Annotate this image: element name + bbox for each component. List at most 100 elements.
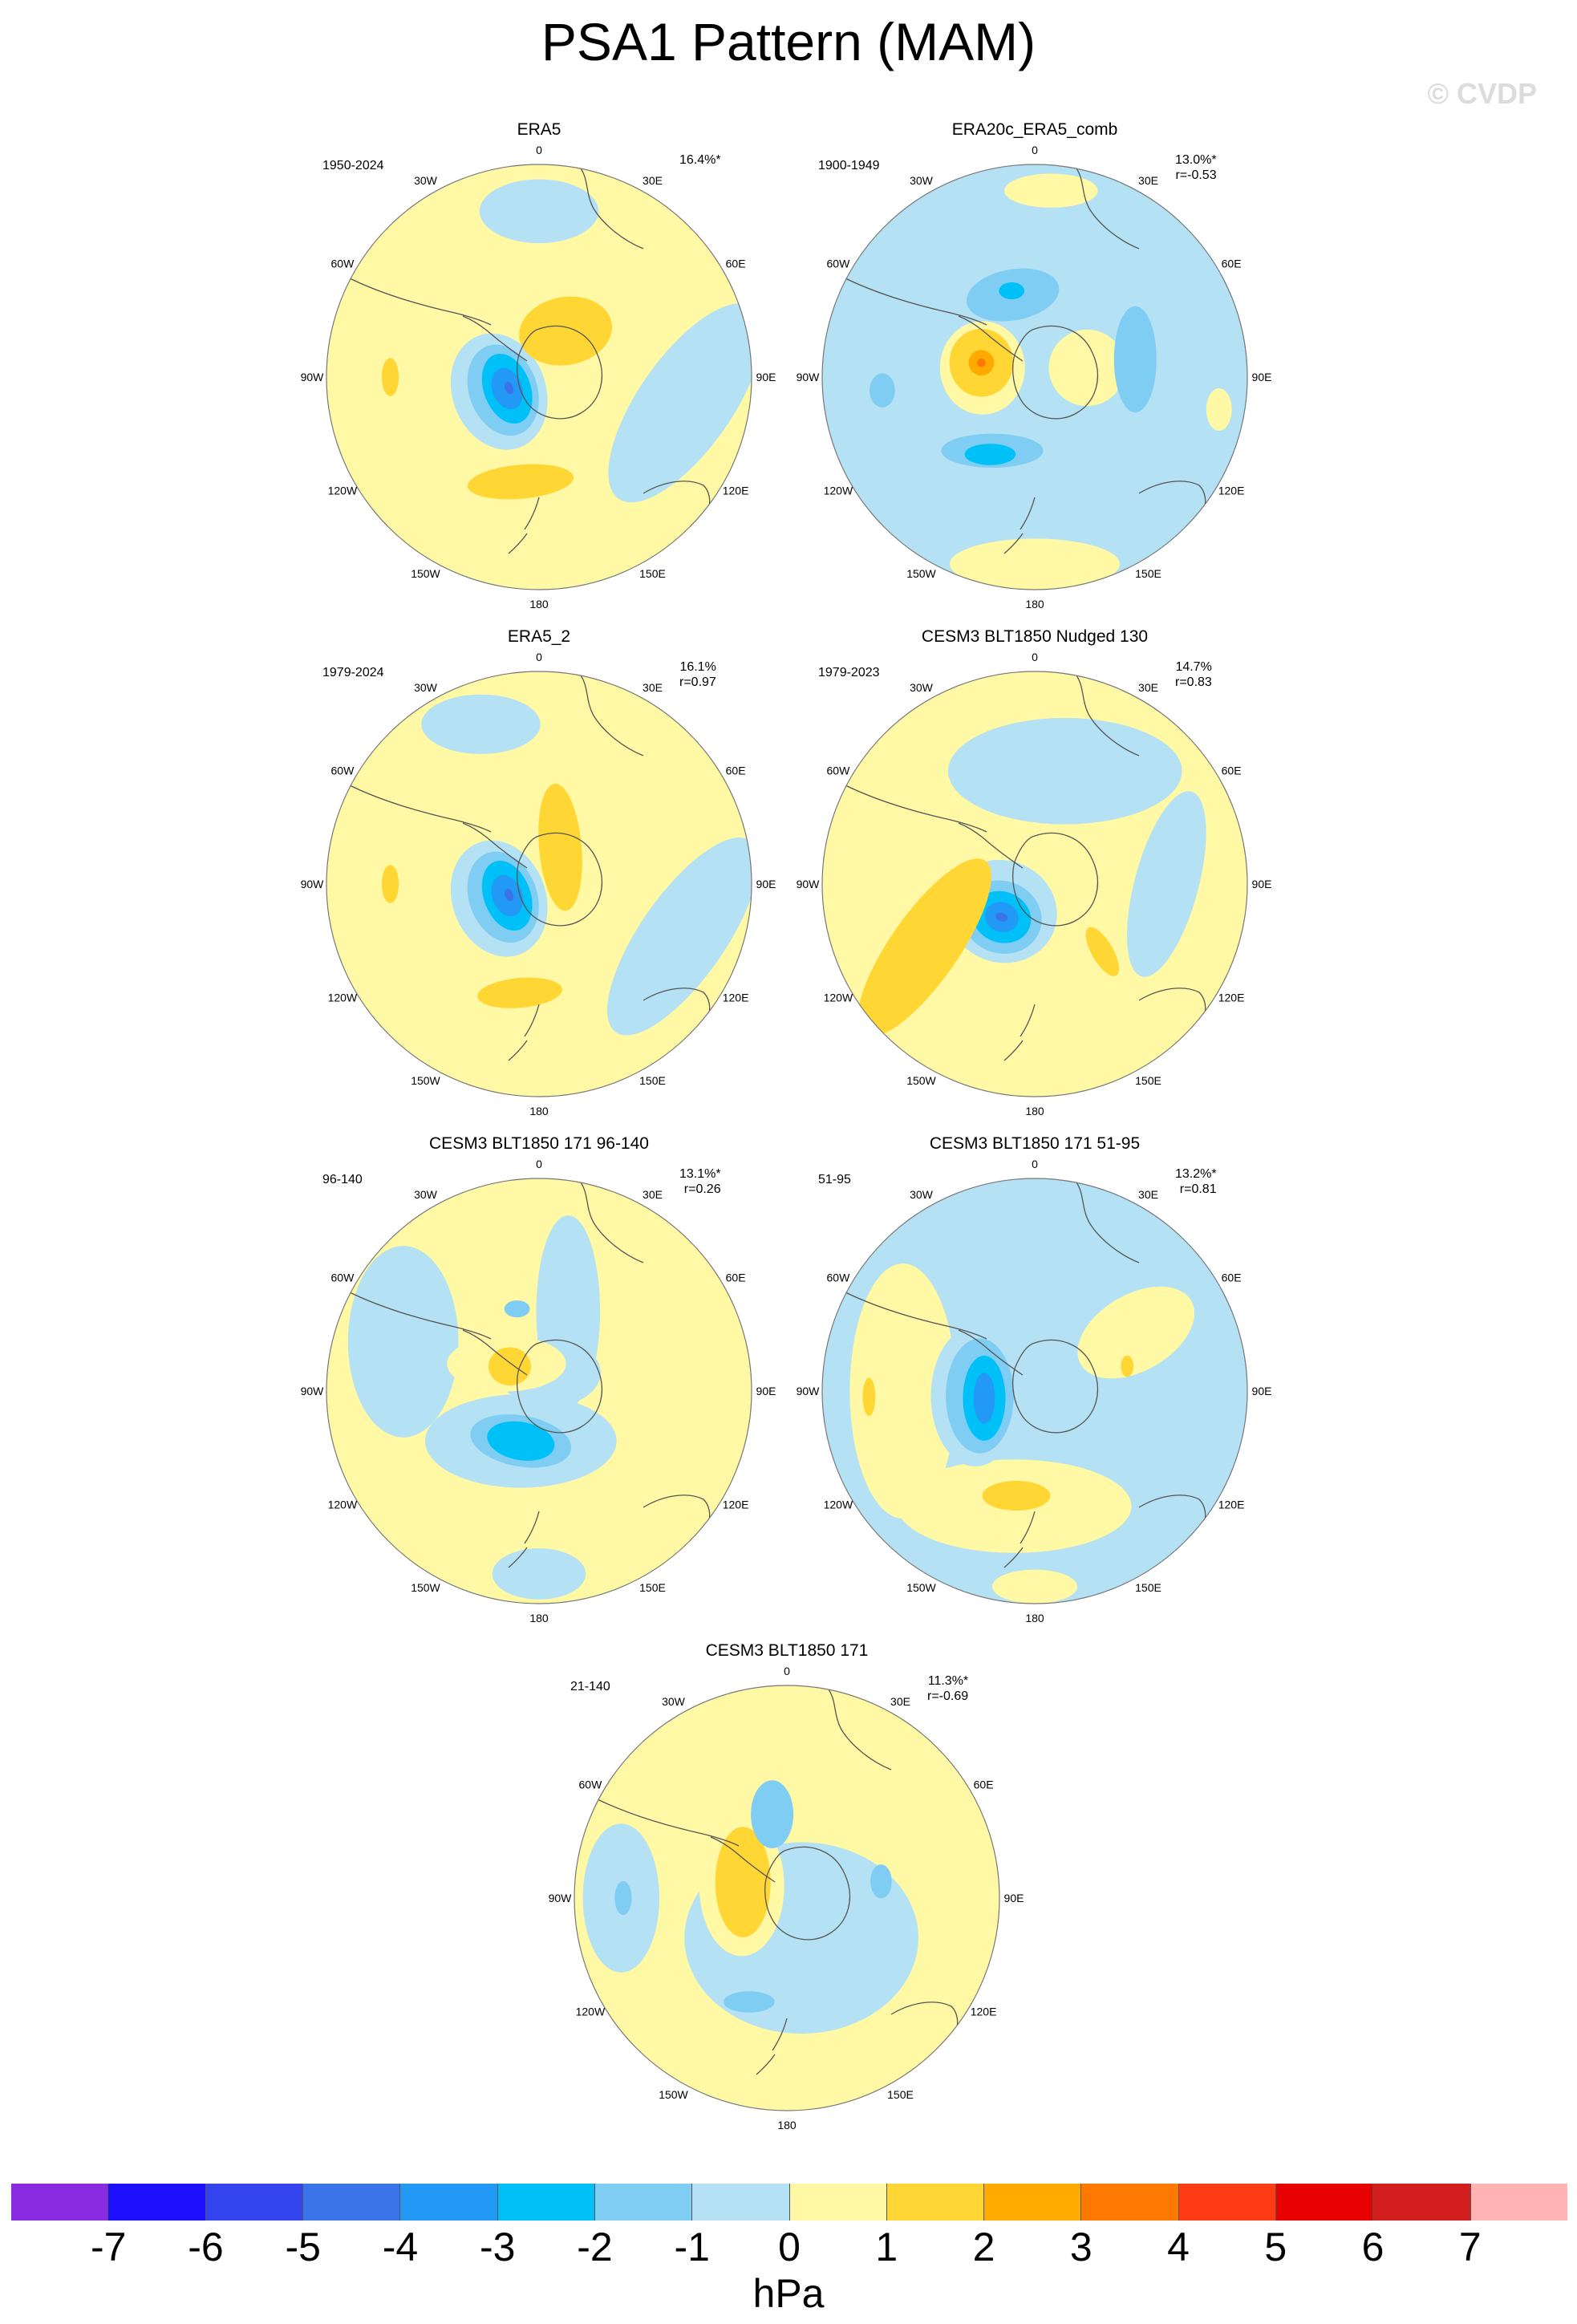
longitude-label: 150W: [411, 1581, 440, 1594]
longitude-label: 120W: [824, 1499, 853, 1511]
anomaly-contour: [487, 1421, 555, 1461]
longitude-label: 120E: [1218, 485, 1245, 497]
anomaly-contour: [857, 858, 991, 1037]
longitude-label: 60W: [331, 1272, 355, 1284]
anomaly-contour: [497, 1361, 515, 1383]
anomaly-contour: [538, 783, 582, 911]
watermark: © CVDP: [1427, 77, 1537, 110]
longitude-label: 0: [1032, 144, 1038, 156]
longitude-label: 90W: [301, 371, 325, 383]
longitude-label: 150E: [887, 2088, 914, 2101]
longitude-label: 180: [529, 1612, 549, 1624]
longitude-label: 30W: [414, 174, 438, 187]
panel-title: ERA5: [517, 120, 561, 139]
antarctic-peninsula-outline: [710, 1836, 776, 1883]
longitude-label: 150W: [411, 567, 440, 580]
panel-title: CESM3 BLT1850 171: [705, 1641, 869, 1660]
map-border: [326, 164, 752, 590]
panel-years: 51-95: [818, 1173, 851, 1186]
colorbar-tick-label: -1: [674, 2225, 710, 2269]
longitude-label: 180: [1025, 598, 1044, 610]
anomaly-contour: [504, 888, 514, 902]
colorbar: [11, 2184, 1567, 2221]
anomaly-contour: [964, 444, 1016, 465]
colorbar-tick-label: 6: [1361, 2225, 1384, 2269]
longitude-label: 120E: [723, 1499, 749, 1511]
longitude-label: 120E: [1218, 992, 1245, 1004]
longitude-label: 180: [1025, 1612, 1044, 1624]
map-panel: CESM3 BLT1850 171 51-95 51-95 13.2%* r=0.8…: [794, 1134, 1275, 1632]
map-border: [821, 671, 1248, 1097]
antarctica-outline: [1012, 1339, 1098, 1434]
longitude-label: 180: [777, 2119, 797, 2131]
longitude-label: 30W: [910, 1188, 934, 1201]
south-america-outline: [346, 276, 492, 326]
polar-map: 0 30E 60E 90E 120E 150E 180 150W 120W 90W 60W 30W: [797, 651, 1272, 1117]
colorbar-tick-label: 1: [875, 2225, 898, 2269]
anomaly-contour: [751, 1780, 794, 1848]
map-background: [822, 164, 1247, 590]
new-zealand-outline: [1003, 1004, 1036, 1061]
longitude-label: 150W: [906, 1581, 936, 1594]
longitude-label: 120W: [328, 485, 358, 497]
longitude-label: 120W: [576, 2006, 606, 2018]
panel-years: 1900-1949: [818, 159, 880, 172]
anomaly-contour: [347, 1246, 459, 1438]
south-america-outline: [594, 1797, 740, 1847]
south-america-outline: [346, 783, 492, 833]
longitude-label: 120E: [723, 485, 749, 497]
anomaly-contour: [1048, 329, 1125, 407]
colorbar-bin: [594, 2184, 693, 2221]
anomaly-contour: [947, 717, 1182, 825]
map-border: [821, 164, 1248, 590]
anomaly-contour: [421, 694, 541, 754]
longitude-label: 90E: [1252, 371, 1272, 383]
longitude-label: 0: [536, 1158, 542, 1170]
longitude-label: 150E: [639, 1581, 666, 1594]
colorbar-bin: [1276, 2184, 1374, 2221]
colorbar-tick-label: -7: [91, 2225, 127, 2269]
longitude-label: 60W: [579, 1778, 603, 1791]
longitude-label: 60W: [331, 258, 355, 270]
anomaly-contour: [870, 1864, 892, 1899]
panel-stats: 14.7% r=0.83: [1175, 660, 1212, 689]
longitude-label: 0: [1032, 1158, 1038, 1170]
longitude-label: 180: [529, 1105, 549, 1117]
panel-years: 96-140: [322, 1173, 363, 1186]
longitude-label: 60E: [1222, 765, 1242, 777]
colorbar-bin: [1373, 2184, 1471, 2221]
anomaly-contour: [977, 358, 986, 367]
panel-stats: 13.0%* r=-0.53: [1175, 153, 1217, 182]
antarctic-peninsula-outline: [462, 1329, 528, 1376]
map-border: [574, 1685, 1000, 2111]
anomaly-contour: [607, 838, 752, 1036]
longitude-label: 0: [1032, 651, 1038, 663]
longitude-label: 90W: [797, 1385, 821, 1397]
polar-map: 0 30E 60E 90E 120E 150E 180 150W 120W 90W 60W 30W: [301, 1158, 776, 1624]
antarctic-peninsula-outline: [462, 315, 528, 362]
colorbar-bin: [1178, 2184, 1277, 2221]
map-panel: ERA20c_ERA5_comb 1900-1949 13.0%* r=-0.53 0…: [794, 120, 1275, 618]
panel-stats: 16.4%*: [679, 153, 721, 167]
longitude-label: 90W: [797, 371, 821, 383]
south-america-outline: [841, 1290, 987, 1340]
longitude-label: 30E: [643, 681, 663, 694]
new-zealand-outline: [756, 2018, 788, 2075]
polar-map: 0 30E 60E 90E 120E 150E 180 150W 120W 90W 60W 30W: [301, 144, 776, 610]
longitude-label: 90W: [797, 878, 821, 890]
longitude-label: 150W: [906, 1074, 936, 1087]
longitude-label: 90E: [756, 371, 776, 383]
panel-years: 1979-2024: [322, 666, 384, 679]
anomaly-contour: [1004, 173, 1098, 208]
anomaly-contour: [870, 373, 895, 408]
longitude-label: 120E: [971, 2006, 997, 2018]
panel-title: ERA20c_ERA5_comb: [951, 120, 1118, 139]
map-border: [326, 671, 752, 1097]
longitude-label: 120W: [824, 485, 853, 497]
africa-outline: [580, 675, 644, 756]
longitude-label: 60E: [726, 1272, 746, 1284]
antarctic-peninsula-outline: [462, 822, 528, 869]
longitude-label: 150E: [1135, 1581, 1161, 1594]
longitude-label: 30E: [890, 1695, 910, 1708]
longitude-label: 180: [1025, 1105, 1044, 1117]
